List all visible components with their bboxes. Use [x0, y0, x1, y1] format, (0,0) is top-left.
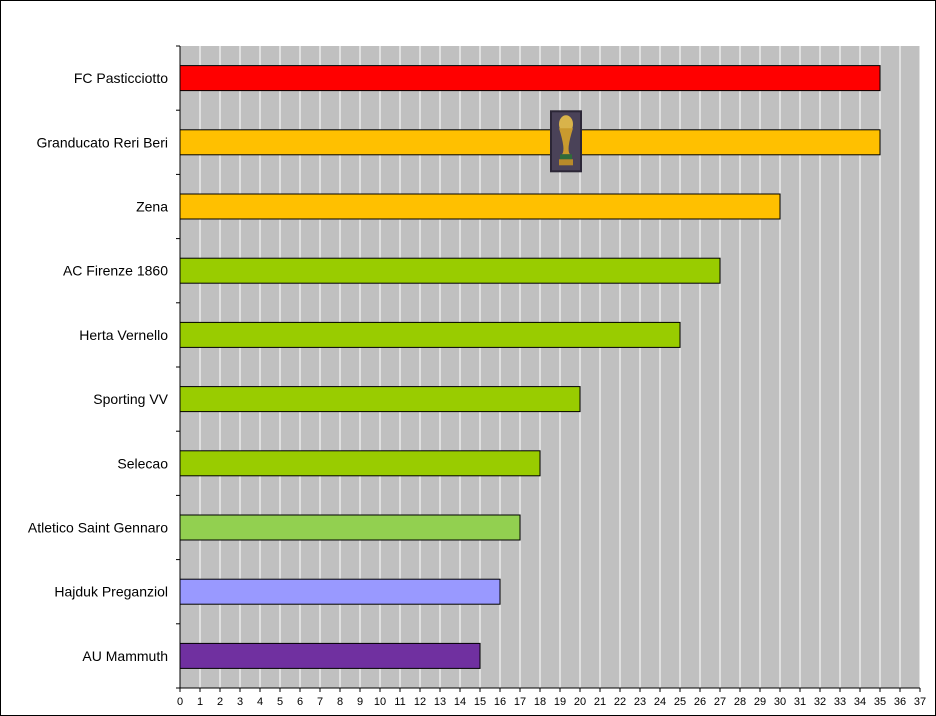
x-tick-label: 11 — [394, 696, 405, 708]
x-tick-label: 34 — [854, 696, 866, 708]
x-tick-label: 17 — [514, 696, 526, 708]
trophy-icon — [550, 110, 582, 173]
x-tick-label: 27 — [714, 696, 726, 708]
x-tick-label: 4 — [257, 696, 263, 708]
x-tick-label: 9 — [357, 696, 363, 708]
x-tick-label: 18 — [534, 696, 546, 708]
bar-hajduk-preganziol — [179, 578, 501, 605]
category-label: Atletico Saint Gennaro — [28, 520, 168, 536]
x-tick-label: 5 — [277, 696, 283, 708]
x-tick-label: 8 — [337, 696, 343, 708]
x-tick-label: 36 — [894, 696, 906, 708]
bar-selecao — [179, 450, 541, 477]
x-tick-label: 28 — [734, 696, 746, 708]
category-label: AU Mammuth — [82, 648, 168, 664]
trophy-body — [559, 128, 573, 155]
category-label: Granducato Reri Beri — [36, 134, 168, 150]
x-tick-label: 16 — [494, 696, 506, 708]
trophy-base — [559, 159, 573, 166]
category-label: Sporting VV — [93, 391, 168, 407]
x-tick-label: 6 — [297, 696, 303, 708]
category-label: FC Pasticciotto — [74, 70, 168, 86]
x-tick-label: 3 — [237, 696, 243, 708]
x-tick-label: 31 — [794, 696, 806, 708]
x-tick-label: 1 — [197, 696, 203, 708]
bar-herta-vernello — [179, 321, 681, 348]
bars — [179, 65, 881, 669]
x-tick-label: 0 — [177, 696, 183, 708]
x-tick-label: 24 — [654, 696, 666, 708]
annotations — [550, 110, 582, 173]
x-tick-label: 7 — [317, 696, 323, 708]
x-tick-labels: 0 1 2 3 4 5 6 7 8 9 10 11 12 13 14 15 16 17 18 19 20 21 22 23 24… — [177, 696, 926, 708]
bar-zena — [179, 193, 781, 220]
x-tick-label: 10 — [374, 696, 386, 708]
bar-fc-pasticciotto — [179, 65, 881, 92]
x-tick-label: 26 — [694, 696, 706, 708]
x-tick-label: 21 — [594, 696, 606, 708]
bar-granducato-reri-beri — [179, 129, 881, 156]
bar-ac-firenze-1860 — [179, 257, 721, 284]
category-label: Herta Vernello — [79, 327, 168, 343]
x-tick-label: 12 — [414, 696, 426, 708]
bar-sporting-vv — [179, 386, 581, 413]
x-tick-label: 29 — [754, 696, 766, 708]
trophy-band — [560, 154, 572, 160]
category-label: Selecao — [117, 455, 168, 471]
x-tick-label: 13 — [434, 696, 446, 708]
category-labels: FC Pasticciotto Granducato Reri Beri Zena A… — [28, 70, 169, 664]
x-tick-label: 23 — [634, 696, 646, 708]
x-tick-label: 33 — [834, 696, 846, 708]
x-tick-label: 15 — [474, 696, 486, 708]
x-tick-label: 20 — [574, 696, 586, 708]
x-tick-label: 25 — [674, 696, 686, 708]
category-label: Zena — [136, 199, 168, 215]
x-tick-label: 2 — [217, 696, 223, 708]
x-tick-label: 14 — [454, 696, 466, 708]
bar-atletico-saint-gennaro — [179, 514, 521, 541]
x-tick-label: 35 — [874, 696, 886, 708]
x-tick-label: 32 — [814, 696, 826, 708]
x-tick-label: 22 — [614, 696, 626, 708]
x-tick-label: 30 — [774, 696, 786, 708]
category-label: Hajduk Preganziol — [54, 584, 168, 600]
bar-au-mammuth — [179, 642, 481, 669]
x-tick-label: 19 — [554, 696, 566, 708]
x-tick-label: 37 — [914, 696, 926, 708]
category-label: AC Firenze 1860 — [63, 263, 168, 279]
